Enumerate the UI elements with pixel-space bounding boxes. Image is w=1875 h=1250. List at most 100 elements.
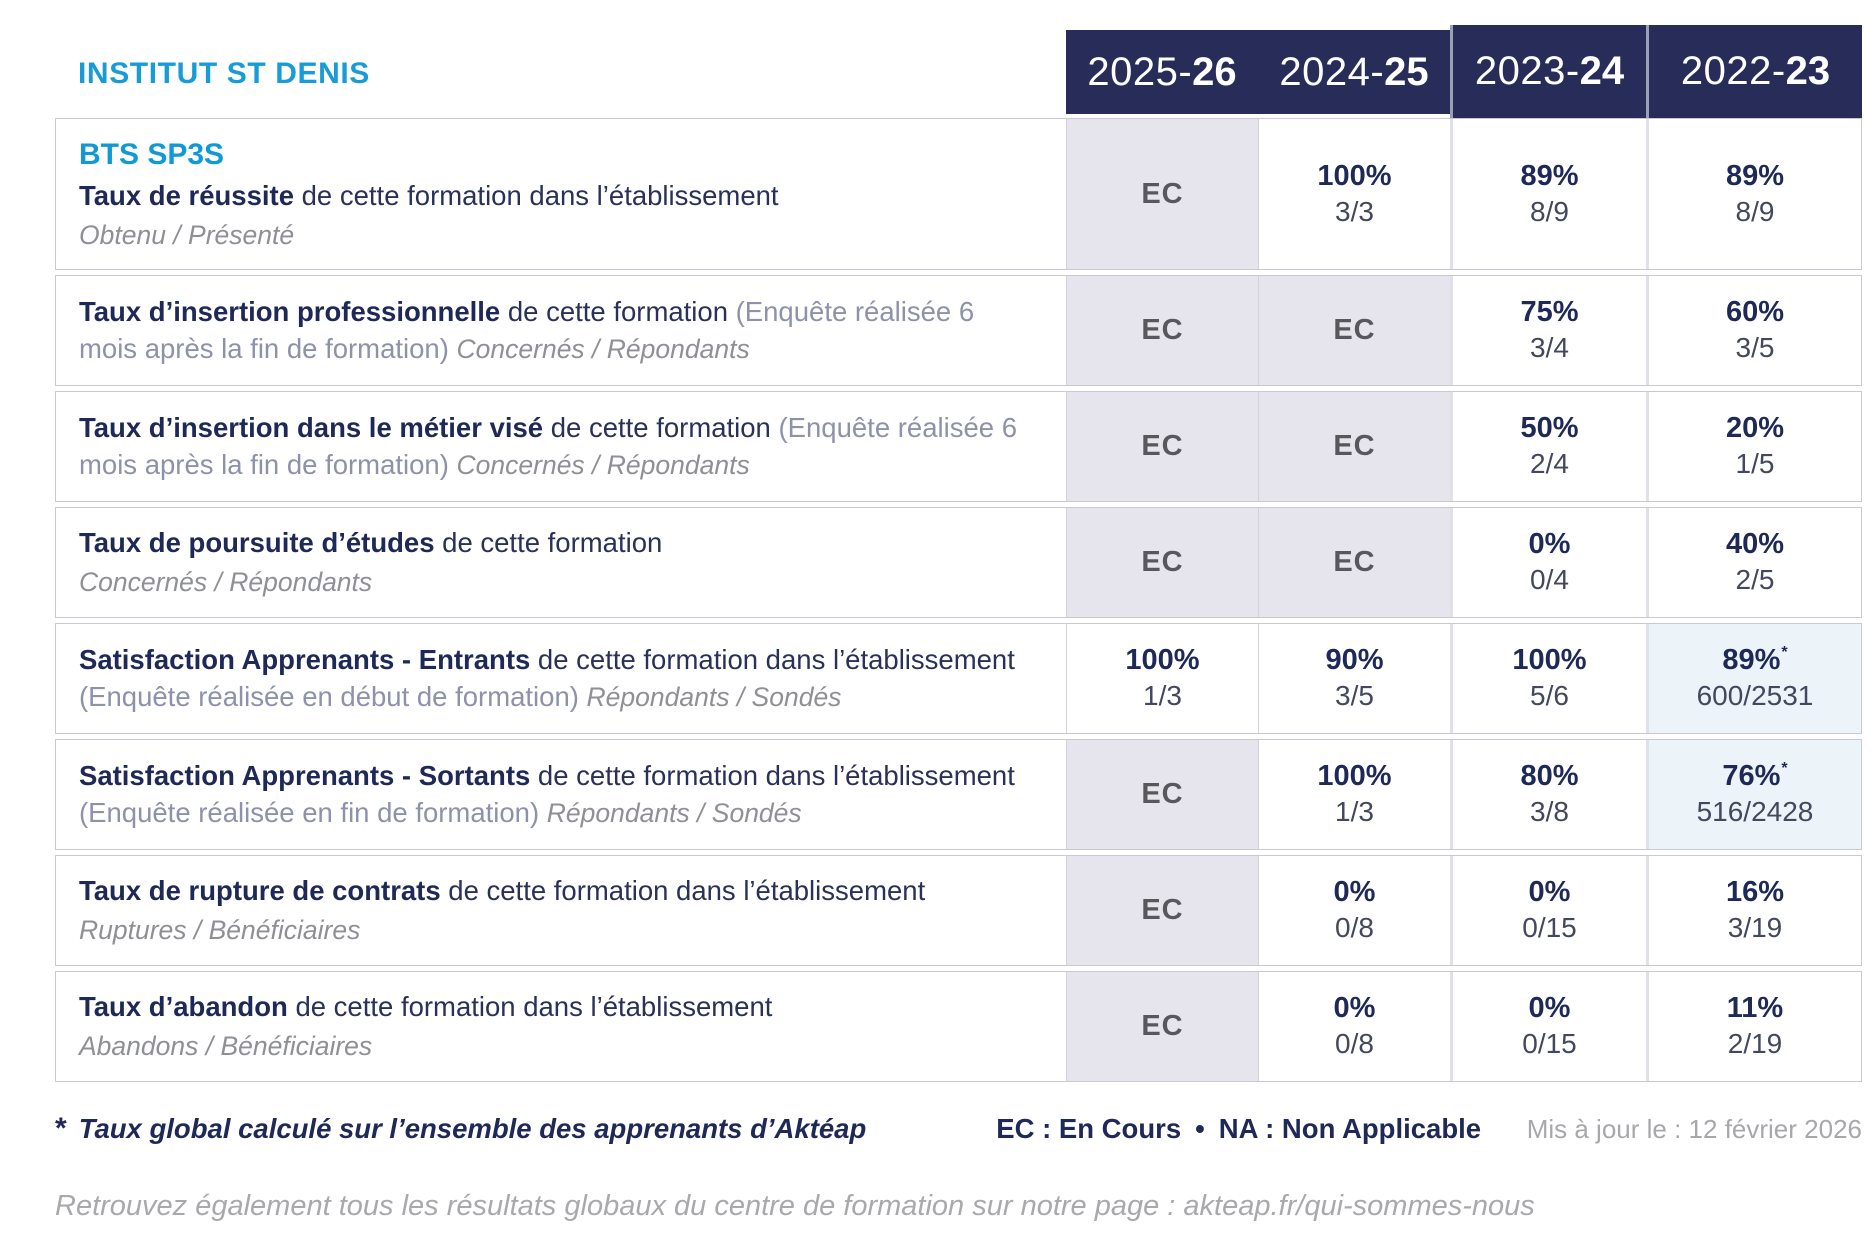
row-desc: de cette formation dans l’établissement (537, 643, 1015, 675)
row-title: Taux d’insertion dans le métier visé (79, 411, 544, 443)
ratio-value: 600/2531 (1696, 680, 1814, 712)
footnote-star: * (55, 1112, 67, 1145)
updated-date: Mis à jour le : 12 février 2026 (1526, 1114, 1862, 1144)
ratio-value: 1/3 (1335, 796, 1374, 828)
table-row-satisfaction-sortants: Satisfaction Apprenants - Sortants de ce… (55, 739, 1862, 850)
table-cell: 20% 1/5 (1646, 392, 1861, 501)
table-row-insertion-metier: Taux d’insertion dans le métier visé de … (55, 391, 1862, 502)
year-prefix: 2024- (1279, 49, 1385, 94)
table-cell: 100% 1/3 (1066, 624, 1258, 733)
program-title: BTS SP3S (79, 137, 225, 171)
percent-value: 16% (1725, 876, 1785, 909)
ec-value: EC (1141, 430, 1184, 462)
ratio-value: 3/5 (1735, 332, 1775, 364)
table-cell: EC (1066, 972, 1258, 1081)
institute-title: INSTITUT ST DENIS (78, 57, 370, 90)
year-header-2022-23: 2022- 23 (1646, 25, 1862, 118)
ratio-value: 5/6 (1530, 680, 1569, 712)
row-label: Satisfaction Apprenants - Sortants de ce… (56, 740, 1066, 849)
table-cell: EC (1066, 508, 1258, 617)
table-cell: 100% 5/6 (1450, 624, 1646, 733)
table-cell: 11% 2/19 (1646, 972, 1861, 1081)
row-paren: (Enquête réalisée en fin de formation) (79, 796, 540, 828)
table-cell: 0% 0/8 (1258, 856, 1450, 965)
ec-value: EC (1141, 314, 1184, 346)
ratio-value: 3/5 (1335, 680, 1374, 712)
ratio-value: 2/19 (1727, 1028, 1783, 1060)
percent-value: 100% (1512, 644, 1587, 677)
row-title: Satisfaction Apprenants - Sortants (79, 759, 531, 791)
percent-value: 11% (1726, 992, 1784, 1025)
table-cell: 80% 3/8 (1450, 740, 1646, 849)
row-paren: (Enquête réalisée 6 mois après la fin de… (79, 411, 1017, 480)
percent-value: 76% (1722, 760, 1781, 793)
percent-value: 100% (1317, 760, 1392, 793)
table-cell: 0% 0/4 (1450, 508, 1646, 617)
ratio-value: 0/8 (1335, 912, 1374, 944)
year-suffix: 25 (1384, 49, 1429, 94)
ec-legend: EC : En Cours (996, 1113, 1182, 1144)
row-title: Taux de rupture de contrats (79, 874, 441, 906)
ratio-value: 3/19 (1727, 912, 1783, 944)
row-title: Satisfaction Apprenants - Entrants (79, 643, 531, 675)
table-cell: 75% 3/4 (1450, 276, 1646, 385)
year-suffix: 23 (1785, 49, 1831, 93)
row-label-text: Taux d’abandon de cette formation dans l… (79, 989, 1036, 1026)
year-prefix: 2023- (1474, 49, 1580, 93)
table-cell: 60% 3/5 (1646, 276, 1861, 385)
row-label-text: Satisfaction Apprenants - Sortants de ce… (79, 758, 1036, 832)
percent-value: 0% (1528, 876, 1571, 909)
row-label-text: Taux de poursuite d’études de cette form… (79, 525, 1036, 562)
row-sublabel-line: Obtenu / Présenté (79, 217, 1036, 254)
ec-value: EC (1333, 430, 1376, 462)
table-cell: 0% 0/15 (1450, 972, 1646, 1081)
table-cell: 100% 1/3 (1258, 740, 1450, 849)
table-cell: 89% 8/9 (1450, 119, 1646, 269)
ratio-value: 3/4 (1530, 332, 1569, 364)
ec-value: EC (1141, 1010, 1184, 1042)
percent-value: 89% (1520, 159, 1579, 192)
table-cell: 0% 0/8 (1258, 972, 1450, 1081)
row-title: Taux d’insertion professionnelle (79, 295, 501, 327)
ratio-value: 1/3 (1143, 680, 1182, 712)
ratio-value: 3/8 (1530, 796, 1569, 828)
percent-value: 80% (1520, 760, 1579, 793)
table-cell: 0% 0/15 (1450, 856, 1646, 965)
footnote-text: Taux global calculé sur l’ensemble des a… (78, 1113, 867, 1144)
row-sublabel: Concernés / Répondants (456, 333, 750, 364)
row-sublabel-line: Concernés / Répondants (79, 564, 1036, 601)
footnote-star: * (1781, 644, 1788, 662)
legend-row: * Taux global calculé sur l’ensemble des … (55, 1112, 1862, 1146)
table-cell: 50% 2/4 (1450, 392, 1646, 501)
ratio-value: 0/15 (1522, 1028, 1577, 1060)
percent-value: 100% (1125, 644, 1200, 677)
table-header: INSTITUT ST DENIS 2025- 26 2024- 25 2023- 2… (55, 25, 1862, 118)
percent-value: 75% (1520, 296, 1579, 329)
year-suffix: 24 (1579, 49, 1625, 93)
row-label: Taux de rupture de contrats de cette for… (56, 856, 1066, 965)
table-cell: EC (1066, 740, 1258, 849)
row-label: Taux d’abandon de cette formation dans l… (56, 972, 1066, 1081)
table-cell-highlighted: 76%* 516/2428 (1646, 740, 1861, 849)
year-header-2024-25: 2024- 25 (1258, 30, 1450, 114)
row-label-text: Satisfaction Apprenants - Entrants de ce… (79, 642, 1036, 716)
table-row-abandon: Taux d’abandon de cette formation dans l… (55, 971, 1862, 1082)
table-row-poursuite-etudes: Taux de poursuite d’études de cette form… (55, 507, 1862, 618)
row-sublabel: Concernés / Répondants (456, 449, 750, 480)
year-prefix: 2022- (1680, 49, 1786, 93)
table-cell: EC (1066, 119, 1258, 269)
percent-value: 89% (1725, 159, 1785, 192)
row-label-text: Taux de réussite de cette formation dans… (79, 178, 1036, 215)
year-prefix: 2025- (1087, 49, 1193, 94)
ratio-value: 0/4 (1530, 564, 1569, 596)
abbreviation-legend: EC : En Cours • NA : Non Applicable (996, 1113, 1481, 1145)
row-paren: (Enquête réalisée 6 mois après la fin de… (79, 295, 975, 364)
ec-value: EC (1141, 546, 1184, 578)
row-label-text: Taux de rupture de contrats de cette for… (79, 873, 1036, 910)
row-desc: de cette formation (442, 526, 663, 558)
ratio-value: 0/8 (1335, 1028, 1374, 1060)
ratio-value: 8/9 (1735, 195, 1775, 227)
ratio-value: 2/4 (1530, 448, 1569, 480)
table-cell: EC (1066, 392, 1258, 501)
na-legend: NA : Non Applicable (1218, 1113, 1482, 1144)
